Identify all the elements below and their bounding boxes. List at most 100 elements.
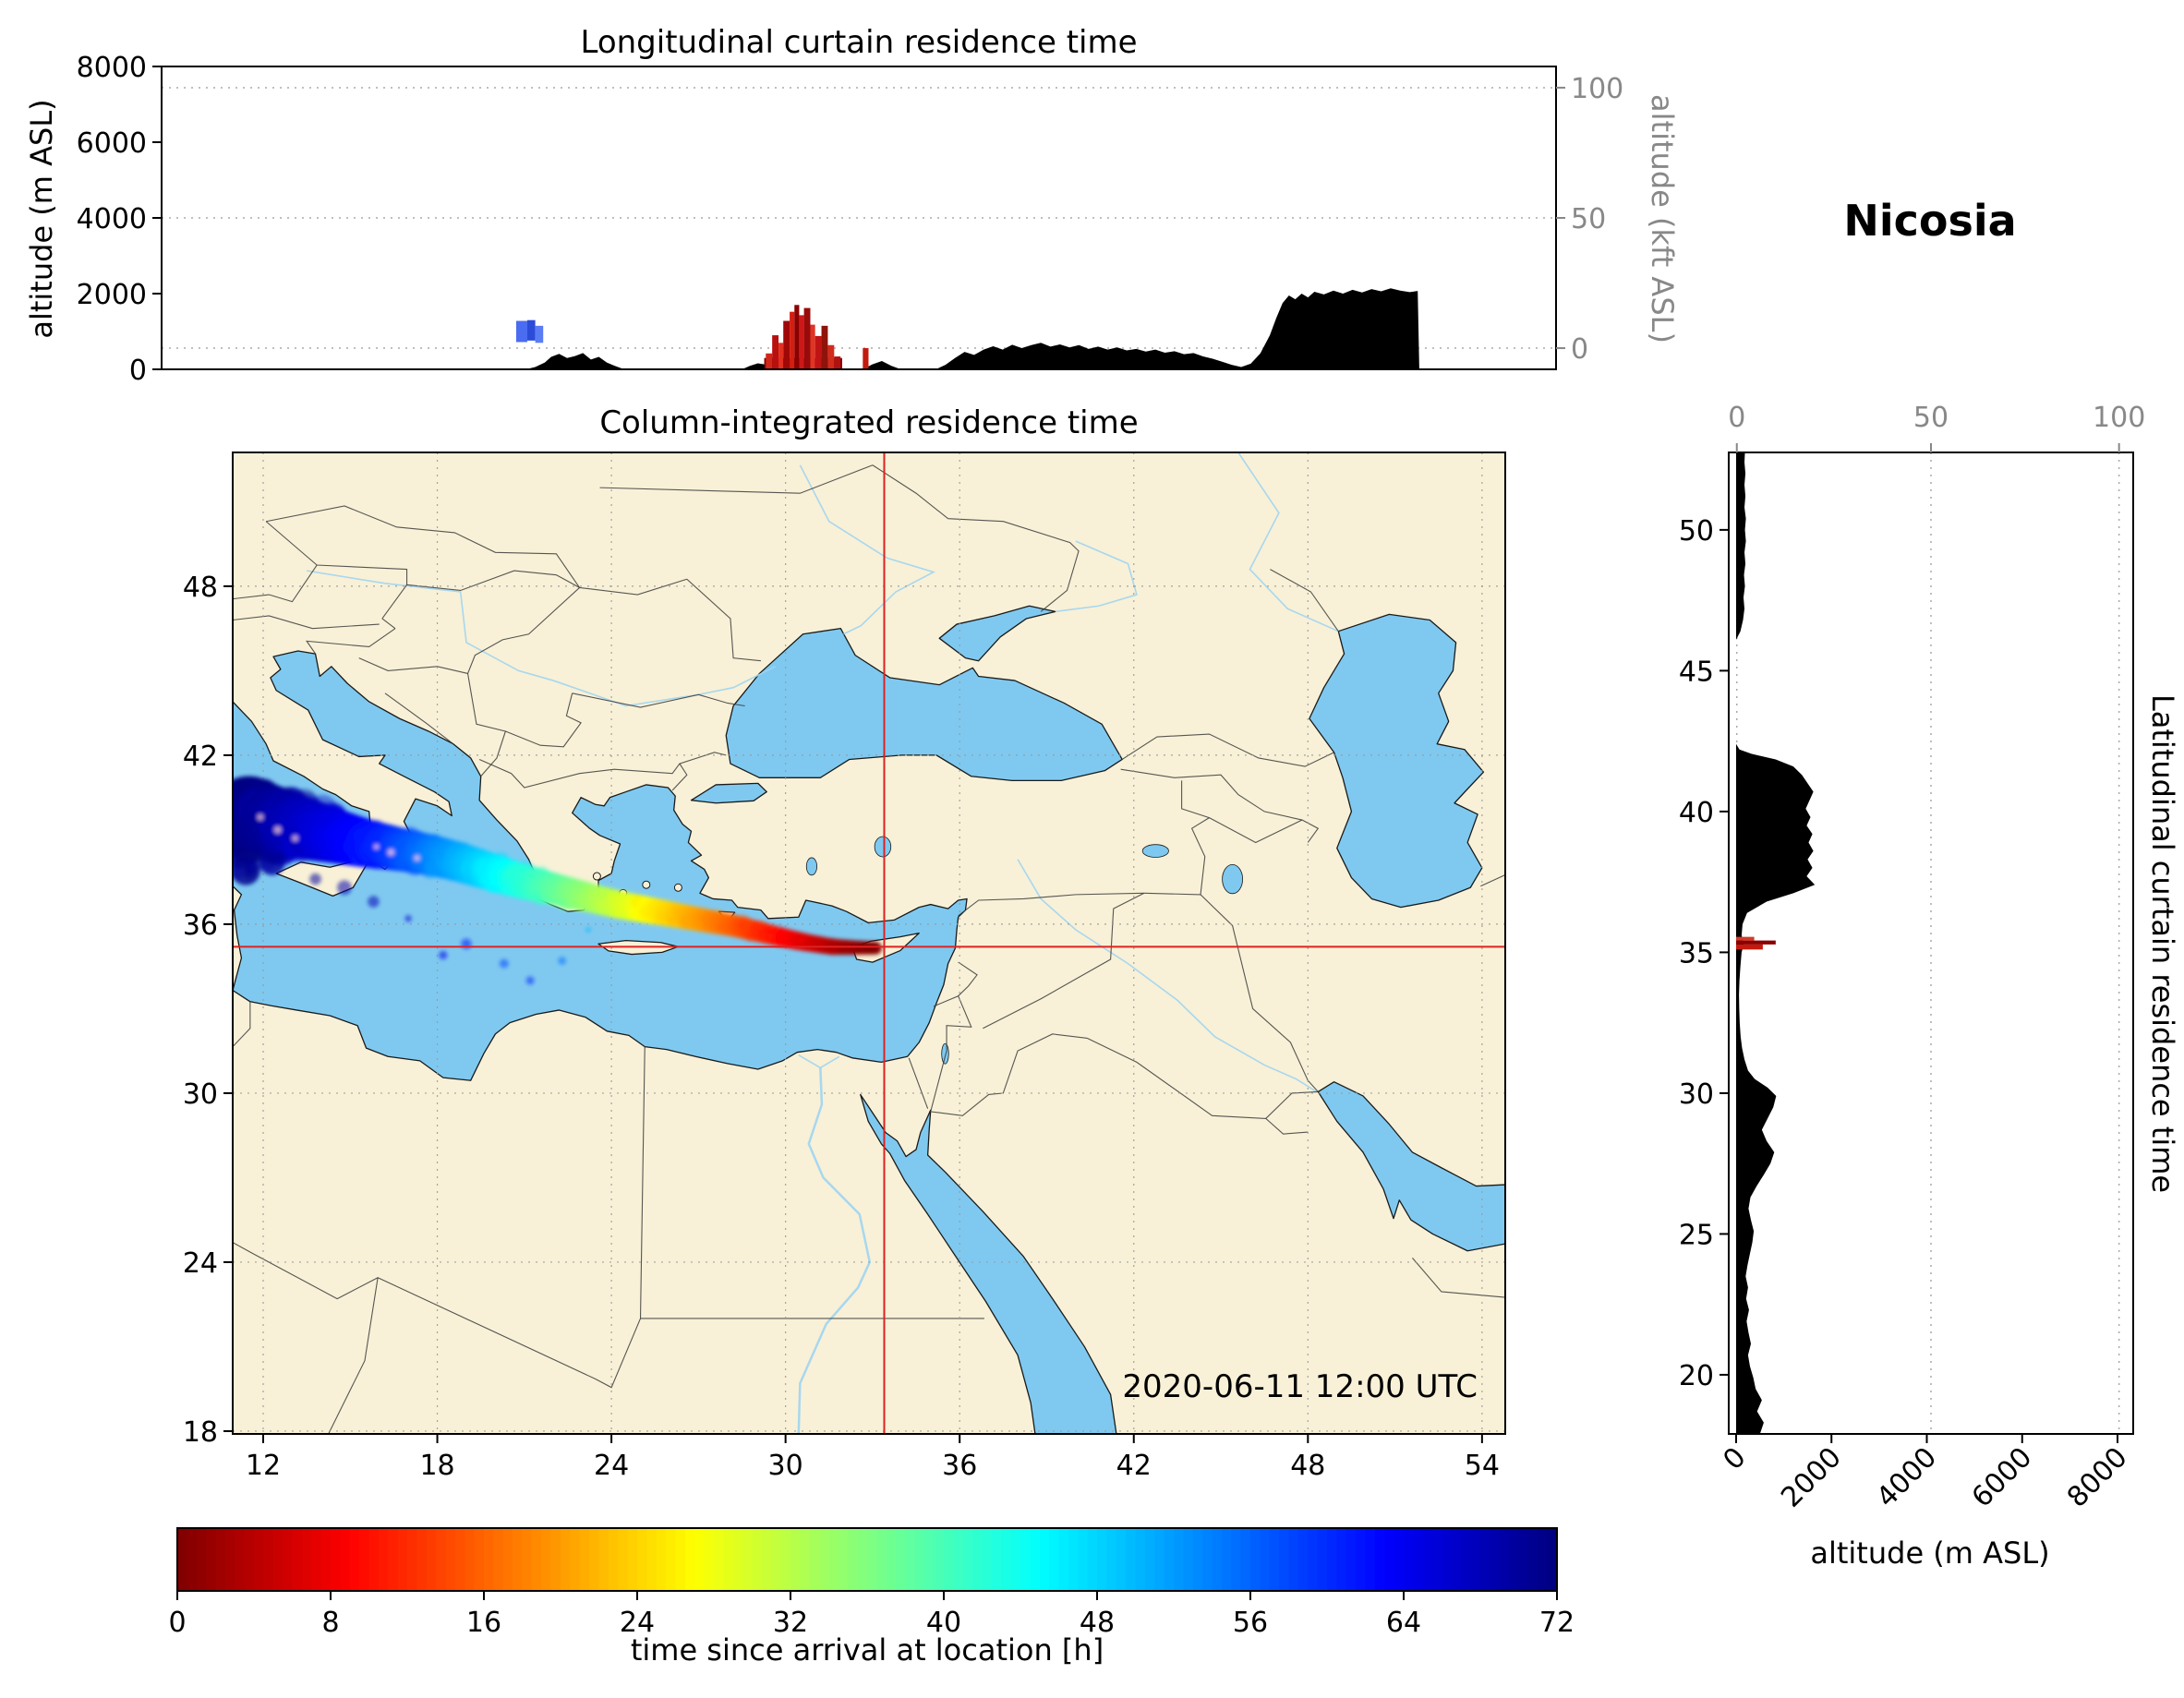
river-nile	[797, 1067, 872, 1434]
tunisia-coast	[233, 885, 243, 992]
residence-patch	[821, 325, 828, 369]
residence-patch	[535, 325, 544, 343]
map-title: Column-integrated residence time	[599, 404, 1139, 441]
residence-patch	[814, 335, 822, 369]
residence-patch	[772, 335, 779, 369]
residence-patch	[834, 356, 841, 369]
svg-text:4000: 4000	[1870, 1441, 1943, 1514]
country-border	[505, 692, 582, 748]
residence-patch	[527, 319, 536, 341]
svg-text:8000: 8000	[2061, 1441, 2134, 1514]
plume-highlight	[292, 835, 298, 842]
country-border	[983, 892, 1145, 1030]
residence-patch	[794, 305, 800, 369]
colorbar: 0 8 16 24 32 40 48 56 64 72	[168, 1527, 1575, 1639]
country-border	[1412, 1258, 1505, 1298]
svg-text:36: 36	[183, 909, 218, 942]
country-border	[233, 1001, 251, 1047]
svg-text:0: 0	[1728, 402, 1745, 434]
river-don	[1055, 540, 1138, 613]
svg-text:24: 24	[620, 1607, 655, 1639]
river-dnieper	[799, 464, 936, 635]
residence-time-plume	[233, 776, 882, 985]
lake	[874, 836, 892, 858]
residence-patch	[1736, 936, 1755, 941]
right-panel-x-label: altitude (m ASL)	[1810, 1535, 2050, 1571]
svg-text:64: 64	[1386, 1607, 1421, 1639]
svg-text:18: 18	[419, 1450, 454, 1482]
azov-sea	[938, 605, 1056, 662]
cyprus	[851, 933, 920, 963]
svg-text:8: 8	[321, 1607, 339, 1639]
country-border	[1480, 874, 1505, 887]
svg-text:35: 35	[1679, 937, 1714, 969]
residence-patch	[783, 320, 790, 369]
black-sea	[725, 627, 1123, 782]
residence-patch	[790, 311, 795, 369]
residence-patch	[1736, 944, 1763, 950]
svg-text:72: 72	[1539, 1607, 1575, 1639]
svg-text:45: 45	[1679, 656, 1714, 688]
country-border	[1265, 1117, 1309, 1135]
svg-text:30: 30	[1679, 1078, 1714, 1111]
river-volga	[1237, 452, 1339, 632]
lake	[805, 857, 817, 876]
plume-highlight	[387, 849, 395, 856]
country-border	[328, 1277, 379, 1434]
svg-text:54: 54	[1465, 1450, 1500, 1482]
country-border	[958, 961, 978, 997]
svg-text:100: 100	[2093, 402, 2145, 434]
river-nile-delta-w	[798, 1054, 821, 1069]
country-border	[572, 692, 745, 708]
country-border	[1200, 894, 1319, 1092]
svg-text:4000: 4000	[77, 203, 147, 235]
residence-patch	[799, 315, 804, 369]
marmara-sea	[690, 782, 767, 804]
country-border	[929, 1033, 1088, 1116]
svg-text:48: 48	[1290, 1450, 1325, 1482]
svg-text:48: 48	[183, 572, 218, 604]
residence-patch	[1736, 940, 1776, 945]
islet	[673, 883, 682, 892]
svg-text:36: 36	[942, 1450, 977, 1482]
country-border	[266, 505, 580, 588]
svg-text:100: 100	[1571, 73, 1623, 105]
country-border	[908, 1057, 929, 1109]
river-danube	[307, 570, 777, 707]
longitudinal-curtain-title: Longitudinal curtain residence time	[580, 24, 1138, 61]
svg-text:0: 0	[1717, 1441, 1752, 1476]
residence-patch	[766, 353, 773, 369]
map-panel	[233, 452, 1505, 1434]
residence-patch	[515, 320, 528, 343]
svg-text:0: 0	[129, 355, 147, 387]
river-nile-delta-e	[819, 1055, 840, 1069]
country-border	[1209, 817, 1303, 844]
longitudinal-terrain-profile	[162, 288, 1556, 369]
persian-gulf	[1317, 1081, 1505, 1252]
latitudinal-terrain-profile	[1736, 452, 1816, 1434]
residence-patch	[778, 343, 784, 369]
svg-text:20: 20	[1679, 1360, 1714, 1392]
plume-highlight	[373, 844, 380, 849]
station-name: Nicosia	[1843, 196, 2017, 246]
country-border	[1270, 569, 1339, 632]
country-border	[384, 692, 454, 745]
svg-text:40: 40	[1679, 797, 1714, 829]
country-border	[930, 994, 972, 1112]
country-border	[233, 564, 318, 603]
country-border	[467, 578, 687, 674]
colorbar-label: time since arrival at location [h]	[630, 1632, 1104, 1668]
svg-text:42: 42	[1116, 1450, 1152, 1482]
svg-text:16: 16	[466, 1607, 501, 1639]
lake	[1222, 863, 1244, 895]
country-border	[306, 628, 396, 655]
svg-text:30: 30	[768, 1450, 803, 1482]
islet	[592, 872, 601, 881]
svg-text:40: 40	[926, 1607, 961, 1639]
mediterranean	[233, 650, 968, 1081]
country-border	[381, 618, 396, 630]
country-border	[1087, 1037, 1319, 1119]
svg-text:50: 50	[1571, 203, 1606, 235]
svg-text:12: 12	[246, 1450, 281, 1482]
